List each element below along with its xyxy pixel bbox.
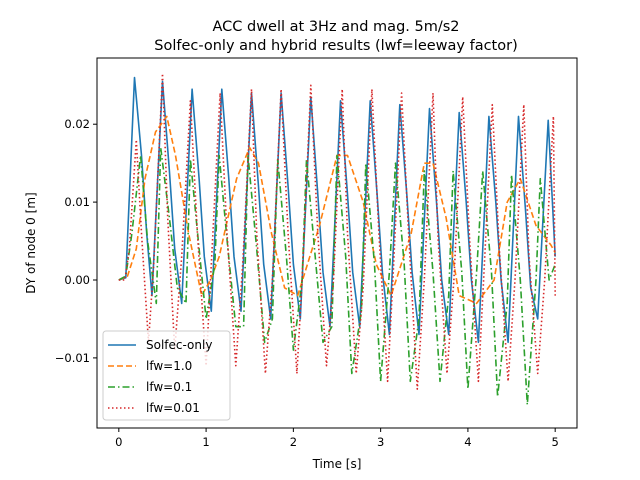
x-tick-label: 5 <box>552 435 559 449</box>
x-axis: 0 1 2 3 4 5 <box>115 428 559 449</box>
y-axis: −0.01 0.00 0.01 0.02 <box>55 117 97 365</box>
x-tick-label: 4 <box>464 435 471 449</box>
plot-frame <box>96 57 578 429</box>
y-tick-label: 0.00 <box>64 273 90 287</box>
series-line-3 <box>118 146 556 406</box>
chart-title-line-2: Solfec-only and hybrid results (lwf=leew… <box>154 38 517 54</box>
series-line-4 <box>118 72 556 390</box>
x-axis-label: Time [s] <box>312 457 362 471</box>
legend-label-1: Solfec-only <box>146 338 212 352</box>
x-tick-label: 3 <box>377 435 384 449</box>
legend-box <box>102 330 231 421</box>
y-axis-label: DY of node 0 [m] <box>24 192 38 293</box>
x-tick-label: 2 <box>290 435 297 449</box>
legend-label-3: lfw=0.1 <box>146 380 192 394</box>
legend-label-4: lfw=0.01 <box>146 401 200 415</box>
x-tick-label: 1 <box>202 435 209 449</box>
y-tick-label: 0.02 <box>64 117 90 131</box>
series-layer <box>118 72 556 406</box>
chart-title-line-1: ACC dwell at 3Hz and mag. 5m/s2 <box>212 19 459 35</box>
x-tick-label: 0 <box>115 435 122 449</box>
y-tick-label: 0.01 <box>64 195 90 209</box>
legend: Solfec-only lfw=1.0 lfw=0.1 lfw=0.01 <box>102 330 231 421</box>
y-tick-label: −0.01 <box>55 351 90 365</box>
legend-label-2: lfw=1.0 <box>146 359 192 373</box>
series-line-2 <box>118 115 556 305</box>
